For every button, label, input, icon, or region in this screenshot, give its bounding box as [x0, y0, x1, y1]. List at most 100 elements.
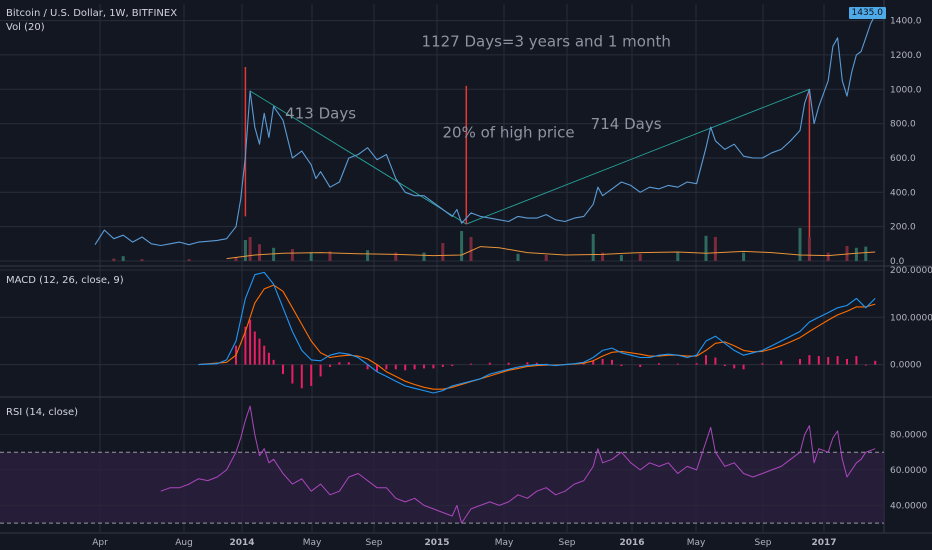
- volume-bar-down: [807, 237, 811, 261]
- macd-histogram-bar: [385, 364, 388, 370]
- price-tick-label: 1400.0: [890, 17, 922, 27]
- macd-histogram-bar: [639, 364, 642, 367]
- volume-bar-up: [864, 246, 868, 261]
- macd-histogram-bar: [836, 356, 839, 365]
- price-tick-label: 600.0: [890, 154, 916, 164]
- rsi-legend: RSI (14, close): [6, 407, 79, 418]
- x-tick-label: May: [303, 538, 322, 548]
- x-tick-label: 2016: [619, 538, 644, 548]
- x-tick-label: 2014: [229, 538, 254, 548]
- volume-bar-up: [272, 247, 276, 261]
- annotation-text: 413 Days: [285, 104, 356, 122]
- macd-histogram-bar: [535, 362, 538, 365]
- macd-histogram-bar: [329, 364, 331, 367]
- macd-tick-label: 100.0000: [890, 313, 932, 323]
- macd-histogram-bar: [864, 364, 867, 366]
- macd-histogram-bar: [282, 364, 284, 375]
- macd-histogram-bar: [620, 364, 623, 367]
- volume-bar-up: [591, 234, 595, 261]
- volume-bar-down: [140, 259, 144, 261]
- volume-bar-down: [469, 237, 473, 261]
- volume-bar-up: [460, 231, 464, 261]
- volume-bar-down: [601, 252, 605, 261]
- rsi-tick-label: 60.0000: [890, 466, 927, 476]
- macd-line: [198, 271, 876, 394]
- macd-histogram-bar: [244, 326, 247, 365]
- macd-histogram-bar: [780, 360, 783, 365]
- volume-bar-up: [676, 252, 680, 261]
- macd-histogram-bar: [733, 364, 736, 369]
- macd-histogram-bar: [846, 358, 848, 365]
- volume-bar-down: [112, 258, 116, 261]
- macd-histogram-bar: [394, 364, 397, 370]
- macd-histogram-bar: [300, 364, 303, 389]
- volume-bar-up: [619, 255, 623, 261]
- macd-signal-line: [198, 284, 876, 390]
- macd-histogram-bar: [319, 364, 322, 377]
- volume-bar-up: [854, 247, 858, 261]
- annotation-text: 20% of high price: [443, 123, 575, 141]
- macd-histogram-bar: [253, 331, 256, 365]
- price-tick-label: 200.0: [890, 223, 916, 233]
- volume-bar-down: [258, 244, 261, 261]
- volume-bar-down: [826, 252, 830, 261]
- x-tick-label: 2017: [811, 538, 836, 548]
- macd-histogram-bar: [714, 357, 717, 365]
- volume-ma-line: [226, 246, 876, 260]
- annotation-text: 714 Days: [591, 115, 662, 133]
- macd-histogram-bar: [291, 364, 294, 384]
- macd-histogram-bar: [695, 363, 698, 365]
- macd-histogram-bar: [249, 319, 252, 365]
- volume-bar-up: [742, 252, 746, 261]
- macd-histogram-bar: [413, 364, 416, 370]
- price-tick-label: 400.0: [890, 188, 916, 198]
- price-tick-label: 1200.0: [890, 51, 922, 61]
- macd-histogram-bar: [423, 364, 425, 369]
- macd-tick-label: 0.0000: [890, 361, 922, 371]
- x-tick-label: Apr: [92, 538, 108, 548]
- macd-histogram-bar: [451, 364, 454, 367]
- macd-histogram-bar: [761, 363, 764, 365]
- trend-line: [249, 90, 467, 225]
- macd-histogram-bar: [855, 356, 858, 365]
- macd-histogram-bar: [338, 362, 341, 365]
- rsi-band: [0, 452, 884, 524]
- trend-line: [466, 88, 810, 225]
- macd-histogram-bar: [611, 359, 613, 365]
- volume-legend: Vol (20): [6, 22, 45, 33]
- macd-histogram-bar: [432, 364, 435, 369]
- macd-histogram-bar: [705, 355, 707, 365]
- macd-legend: MACD (12, 26, close, 9): [6, 275, 124, 286]
- rsi-tick-label: 80.0000: [890, 430, 927, 440]
- volume-bar-down: [328, 251, 332, 261]
- volume-bar-down: [187, 259, 191, 261]
- macd-histogram-bar: [366, 364, 369, 370]
- macd-histogram-bar: [658, 363, 660, 365]
- macd-histogram-bar: [723, 364, 726, 367]
- macd-histogram-bar: [272, 359, 275, 365]
- volume-bar-down: [544, 255, 548, 261]
- volume-bar-up: [309, 252, 313, 261]
- current-price-tag: 1435.0: [848, 7, 886, 19]
- macd-histogram-bar: [582, 363, 585, 365]
- price-tick-label: 0.0: [890, 257, 905, 267]
- x-tick-label: 2015: [424, 538, 449, 548]
- macd-histogram-bar: [376, 364, 378, 372]
- volume-bar-down: [638, 253, 642, 261]
- rsi-tick-label: 40.0000: [890, 501, 927, 511]
- main-legend: Bitcoin / U.S. Dollar, 1W, BITFINEX: [6, 8, 178, 19]
- macd-histogram-bar: [827, 357, 830, 365]
- volume-bar-down: [290, 249, 294, 261]
- macd-histogram-bar: [676, 363, 679, 365]
- volume-bar-up: [121, 256, 125, 261]
- volume-bar-down: [394, 252, 398, 261]
- volume-bar-up: [798, 228, 802, 261]
- x-tick-label: May: [495, 538, 514, 548]
- macd-histogram-bar: [470, 363, 472, 365]
- x-tick-label: May: [687, 538, 706, 548]
- volume-bar-down: [248, 237, 252, 261]
- macd-histogram-bar: [441, 364, 444, 367]
- x-tick-label: Aug: [175, 538, 193, 548]
- macd-histogram-bar: [799, 358, 801, 365]
